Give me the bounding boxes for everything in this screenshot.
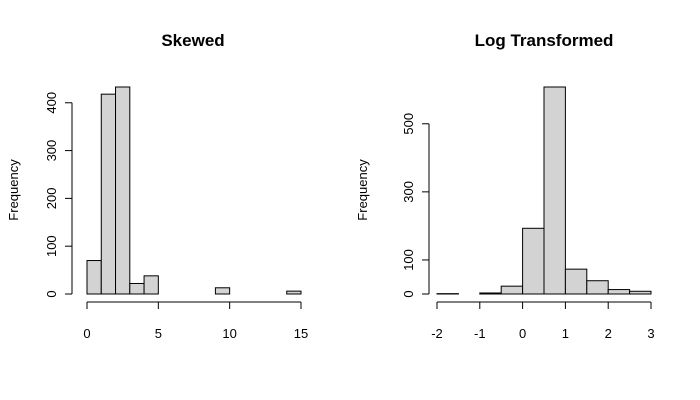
y-axis: 0 100 200 300 400 xyxy=(44,92,73,298)
y-tick-label: 400 xyxy=(44,92,59,114)
x-tick-label: 10 xyxy=(222,326,236,341)
y-tick-label: 500 xyxy=(401,113,416,135)
x-tick-label: -2 xyxy=(431,326,443,341)
x-tick-label: 15 xyxy=(294,326,308,341)
histogram-bar xyxy=(629,290,652,295)
histogram-bar xyxy=(100,93,117,295)
histogram-bar xyxy=(586,280,609,295)
histogram-bar xyxy=(479,292,502,295)
bars xyxy=(86,86,302,295)
y-axis: 0 100 300 500 xyxy=(401,113,430,298)
y-axis-label: Frequency xyxy=(6,159,21,221)
histogram-bar xyxy=(607,289,631,295)
histogram-bar xyxy=(286,290,302,295)
histogram-bar xyxy=(500,285,524,295)
y-axis-label: Frequency xyxy=(355,159,370,221)
histogram-bar xyxy=(564,268,588,295)
panel-skewed: Skewed Frequency 0 100 200 300 400 0 5 10 15 xyxy=(6,31,308,341)
y-tick-label: 300 xyxy=(44,140,59,162)
chart-title: Skewed xyxy=(161,31,224,50)
histogram-bar xyxy=(129,282,145,295)
y-tick-label: 0 xyxy=(44,290,59,297)
chart-title: Log Transformed xyxy=(475,31,614,50)
x-axis: -2 -1 0 1 2 3 xyxy=(431,301,655,341)
histogram-bar xyxy=(115,86,131,295)
x-tick-label: 2 xyxy=(605,326,612,341)
y-tick-label: 100 xyxy=(401,249,416,271)
histogram-bar xyxy=(522,227,545,295)
x-tick-label: 5 xyxy=(155,326,162,341)
x-tick-label: 0 xyxy=(519,326,526,341)
bars xyxy=(436,86,652,295)
y-tick-label: 0 xyxy=(401,290,416,297)
y-tick-label: 300 xyxy=(401,181,416,203)
histogram-bar xyxy=(143,275,159,295)
y-tick-label: 100 xyxy=(44,235,59,257)
y-tick-label: 200 xyxy=(44,188,59,210)
histogram-bar xyxy=(86,260,102,295)
histogram-bar xyxy=(543,86,566,295)
x-tick-label: 1 xyxy=(562,326,569,341)
histogram-bar xyxy=(214,287,231,295)
x-tick-label: 3 xyxy=(647,326,654,341)
x-tick-label: -1 xyxy=(474,326,486,341)
x-axis: 0 5 10 15 xyxy=(83,301,308,341)
x-tick-label: 0 xyxy=(83,326,90,341)
